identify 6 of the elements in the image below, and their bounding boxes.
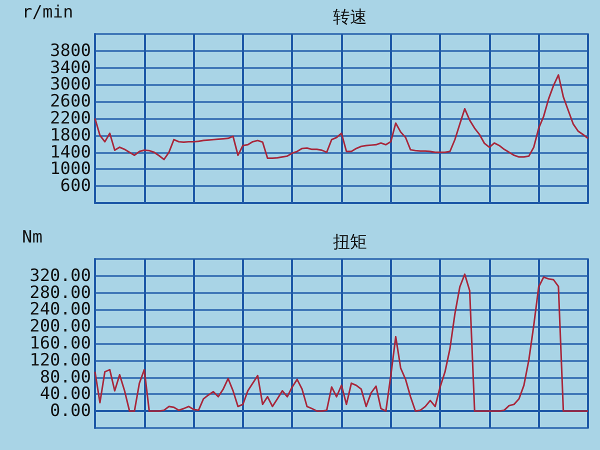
y-axis-title: r/min [22,2,74,22]
line-series [94,273,589,412]
chart-title: 扭矩 [333,232,367,252]
chart-title: 转速 [333,8,367,28]
y-axis-title: Nm [22,228,42,248]
line-series [94,74,589,160]
